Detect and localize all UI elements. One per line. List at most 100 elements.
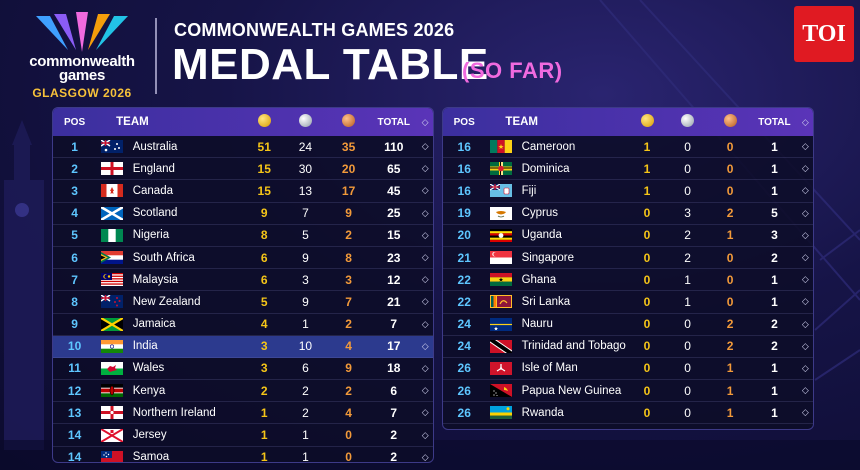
gold-count: 6: [260, 250, 268, 265]
row-sort-icon[interactable]: ◇: [421, 163, 429, 174]
row-sort-icon[interactable]: ◇: [421, 318, 429, 329]
brand-line-2: games: [58, 67, 106, 84]
table-row[interactable]: 3 Canada 15 13 17 45 ◇: [53, 180, 433, 203]
table-row[interactable]: 22 Ghana 0 1 0 1 ◇: [443, 269, 813, 292]
col-bronze-header[interactable]: [327, 114, 370, 130]
total-count: 5: [771, 206, 778, 221]
row-sort-icon[interactable]: ◇: [801, 141, 809, 152]
gold-count: 1: [643, 161, 651, 176]
flag-samoa-icon: [101, 450, 127, 462]
table-body: 1 Australia 51 24 35 110 ◇ 2 England 15 30 20 65 ◇ 3 Ca…: [53, 136, 433, 463]
table-row[interactable]: 14 Jersey 1 1 0 2 ◇: [53, 424, 433, 447]
table-row[interactable]: 13 Northern Ireland 1 2 4 7 ◇: [53, 402, 433, 425]
table-row[interactable]: 26 Papua New Guinea 0 0 1 1 ◇: [443, 380, 813, 403]
table-row[interactable]: 8 New Zealand 5 9 7 21 ◇: [53, 291, 433, 314]
silver-count: 0: [684, 361, 691, 376]
table-row[interactable]: 24 Nauru 0 0 2 2 ◇: [443, 314, 813, 336]
table-row[interactable]: 12 Kenya 2 2 2 6 ◇: [53, 380, 433, 403]
row-sort-icon[interactable]: ◇: [421, 451, 429, 462]
row-sort-icon[interactable]: ◇: [421, 252, 429, 263]
team-name: Isle of Man: [521, 362, 578, 375]
row-sort-icon[interactable]: ◇: [421, 141, 429, 152]
table-row[interactable]: 20 Uganda 0 2 1 3 ◇: [443, 225, 813, 247]
row-sort-icon[interactable]: ◇: [801, 252, 809, 263]
col-gold-header[interactable]: [245, 114, 284, 130]
col-team-header[interactable]: TEAM: [505, 116, 539, 128]
flag-cyprus-icon: [490, 206, 515, 220]
table-row[interactable]: 22 Sri Lanka 0 1 0 1 ◇: [443, 291, 813, 314]
col-silver-header[interactable]: [666, 114, 708, 130]
row-position: 26: [457, 383, 471, 398]
row-sort-icon[interactable]: ◇: [421, 296, 429, 307]
row-sort-icon[interactable]: ◇: [801, 207, 809, 218]
row-position: 21: [457, 250, 471, 265]
toi-logo: TOI: [794, 6, 854, 62]
col-silver-header[interactable]: [284, 114, 327, 130]
table-row[interactable]: 16 Dominica 1 0 0 1 ◇: [443, 158, 813, 181]
team-name: Cameroon: [521, 140, 576, 153]
sort-icon[interactable]: ◇: [421, 116, 429, 127]
brand-location: GLASGOW 2026: [32, 86, 132, 100]
row-sort-icon[interactable]: ◇: [421, 185, 429, 196]
row-sort-icon[interactable]: ◇: [421, 362, 429, 373]
row-sort-icon[interactable]: ◇: [421, 407, 429, 418]
table-row[interactable]: 14 Samoa 1 1 0 2 ◇: [53, 447, 433, 463]
bronze-count: 0: [726, 294, 734, 309]
row-sort-icon[interactable]: ◇: [801, 274, 809, 285]
col-total-header[interactable]: TOTAL: [377, 116, 410, 128]
row-position: 24: [457, 317, 471, 332]
row-sort-icon[interactable]: ◇: [421, 429, 429, 440]
row-sort-icon[interactable]: ◇: [801, 163, 809, 174]
row-sort-icon[interactable]: ◇: [801, 185, 809, 196]
col-pos-header[interactable]: POS: [453, 116, 475, 128]
row-sort-icon[interactable]: ◇: [421, 340, 429, 351]
col-total-header[interactable]: TOTAL: [758, 116, 791, 128]
sort-icon[interactable]: ◇: [801, 116, 809, 127]
table-row[interactable]: 24 Trinidad and Tobago 0 0 2 2 ◇: [443, 336, 813, 358]
row-sort-icon[interactable]: ◇: [801, 296, 809, 307]
bronze-count: 0: [726, 183, 734, 198]
col-gold-header[interactable]: [628, 114, 667, 130]
table-row[interactable]: 16 Fiji 1 0 0 1 ◇: [443, 180, 813, 203]
col-pos-header[interactable]: POS: [64, 116, 86, 128]
table-row[interactable]: 26 Rwanda 0 0 1 1 ◇: [443, 402, 813, 425]
table-row[interactable]: 19 Cyprus 0 3 2 5 ◇: [443, 203, 813, 225]
row-position: 3: [71, 183, 78, 198]
table-row[interactable]: 11 Wales 3 6 9 18 ◇: [53, 358, 433, 381]
gold-count: 1: [260, 450, 268, 463]
table-row[interactable]: 1 Australia 51 24 35 110 ◇: [53, 136, 433, 159]
row-position: 1: [71, 139, 78, 154]
silver-count: 0: [684, 317, 691, 332]
table-row[interactable]: 5 Nigeria 8 5 2 15 ◇: [53, 225, 433, 247]
col-team-header[interactable]: TEAM: [116, 116, 149, 128]
row-sort-icon[interactable]: ◇: [801, 229, 809, 240]
row-position: 14: [67, 428, 82, 443]
row-sort-icon[interactable]: ◇: [421, 385, 429, 396]
flag-ghana-icon: [490, 273, 515, 287]
table-row[interactable]: 4 Scotland 9 7 9 25 ◇: [53, 203, 433, 225]
table-row[interactable]: 7 Malaysia 6 3 3 12 ◇: [53, 269, 433, 292]
table-row[interactable]: 26 Isle of Man 0 0 1 1 ◇: [443, 358, 813, 381]
row-sort-icon[interactable]: ◇: [421, 229, 429, 240]
flag-malaysia-icon: [101, 273, 127, 287]
row-sort-icon[interactable]: ◇: [421, 207, 429, 218]
row-sort-icon[interactable]: ◇: [801, 362, 809, 373]
table-row[interactable]: 2 England 15 30 20 65 ◇: [53, 158, 433, 181]
row-sort-icon[interactable]: ◇: [801, 340, 809, 351]
row-sort-icon[interactable]: ◇: [801, 407, 809, 418]
row-sort-icon[interactable]: ◇: [801, 318, 809, 329]
flag-cameroon-icon: [490, 140, 515, 154]
bronze-count: 0: [345, 450, 352, 463]
title-tag: (SO FAR): [462, 58, 563, 83]
total-count: 18: [387, 361, 401, 376]
table-row[interactable]: 9 Jamaica 4 1 2 7 ◇: [53, 314, 433, 336]
col-bronze-header[interactable]: [709, 114, 751, 130]
team-name: Ghana: [521, 273, 557, 286]
table-row[interactable]: 6 South Africa 6 9 8 23 ◇: [53, 247, 433, 270]
row-sort-icon[interactable]: ◇: [801, 385, 809, 396]
table-row[interactable]: 10 India 3 10 4 17 ◇: [53, 335, 433, 358]
table-row[interactable]: 16 Cameroon 1 0 0 1 ◇: [443, 136, 813, 159]
bronze-count: 0: [726, 250, 734, 265]
row-sort-icon[interactable]: ◇: [421, 274, 429, 285]
table-row[interactable]: 21 Singapore 0 2 0 2 ◇: [443, 247, 813, 270]
